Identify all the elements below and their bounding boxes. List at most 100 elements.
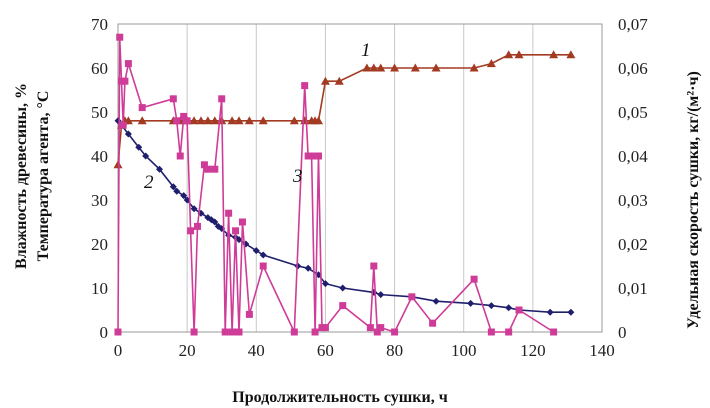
y-right-tick-label: 0,05 bbox=[618, 103, 648, 122]
series-1-point bbox=[189, 116, 199, 125]
x-tick-label: 80 bbox=[386, 341, 403, 360]
y-right-axis-title: Удельная скорость сушки, кг/(м²·ч) bbox=[685, 71, 702, 329]
series-2-point bbox=[142, 152, 150, 160]
series-3-point bbox=[235, 328, 243, 336]
series-1-point bbox=[314, 116, 324, 125]
series-3-point bbox=[200, 161, 208, 169]
series-3-point bbox=[259, 262, 267, 270]
series-3-point bbox=[391, 328, 399, 336]
series-3-point bbox=[290, 328, 298, 336]
series-3-point bbox=[121, 77, 129, 85]
series-2-point bbox=[467, 299, 475, 307]
series-1-point bbox=[289, 116, 299, 125]
series-1-point bbox=[137, 116, 147, 125]
series-1-point bbox=[566, 50, 576, 59]
y-right-tick-label: 0,01 bbox=[618, 279, 648, 298]
series-2-point bbox=[339, 284, 347, 292]
series-1-point bbox=[113, 160, 123, 169]
series-3-point bbox=[366, 324, 374, 332]
series-3-point bbox=[180, 112, 188, 120]
series-3-point bbox=[190, 328, 198, 336]
series-2-point bbox=[211, 218, 219, 226]
series-1-point bbox=[362, 63, 372, 72]
series-3-point bbox=[505, 328, 513, 336]
series-3-point bbox=[173, 117, 181, 125]
series-3-point bbox=[550, 328, 558, 336]
series-2-point bbox=[505, 304, 513, 312]
series-3-point bbox=[114, 328, 122, 336]
series-1-point bbox=[234, 116, 244, 125]
axes bbox=[117, 23, 603, 333]
y-left-tick-label: 60 bbox=[91, 59, 108, 78]
y-left-tick-label: 70 bbox=[91, 15, 108, 34]
series-3-point bbox=[339, 302, 347, 310]
series-3-point bbox=[228, 328, 236, 336]
x-axis-title: Продолжительность сушки, ч bbox=[232, 389, 447, 406]
series-2-point bbox=[252, 247, 260, 255]
series-1-point bbox=[549, 50, 559, 59]
series-1-point bbox=[410, 63, 420, 72]
series-3-point bbox=[138, 104, 146, 112]
series-2-point bbox=[235, 236, 243, 244]
series-3-point bbox=[308, 152, 316, 160]
series-3-point bbox=[225, 209, 233, 217]
y-left-tick-label: 50 bbox=[91, 103, 108, 122]
y-right-tick-label: 0,03 bbox=[618, 191, 648, 210]
series-1-point bbox=[469, 63, 479, 72]
series-1-point bbox=[320, 76, 330, 85]
series-2-point bbox=[487, 302, 495, 310]
series-1-point bbox=[376, 63, 386, 72]
series-3-point bbox=[176, 152, 184, 160]
plot-frame bbox=[117, 23, 603, 333]
series-2-point bbox=[155, 165, 163, 173]
series-3-point bbox=[245, 310, 253, 318]
series-1-point bbox=[504, 50, 514, 59]
series-3-point bbox=[204, 165, 212, 173]
series-3-point bbox=[301, 82, 309, 90]
series-2-point bbox=[377, 291, 385, 299]
x-tick-label: 60 bbox=[317, 341, 334, 360]
y-right-tick-label: 0,06 bbox=[618, 59, 648, 78]
y-left-axis-title-2: Температура агента, °С bbox=[35, 91, 52, 262]
series-2-point bbox=[259, 251, 267, 259]
series-3-point bbox=[232, 227, 240, 235]
series-1-line bbox=[117, 53, 571, 165]
series-2-point bbox=[546, 308, 554, 316]
series-3-point bbox=[116, 33, 124, 41]
series-2-point bbox=[124, 130, 132, 138]
series-3-point bbox=[515, 306, 523, 314]
x-tick-label: 100 bbox=[451, 341, 477, 360]
series-3-point bbox=[408, 293, 416, 301]
series-2-point bbox=[173, 187, 181, 195]
series-2-point bbox=[370, 288, 378, 296]
series-1-point bbox=[390, 63, 400, 72]
x-tick-label: 0 bbox=[114, 341, 123, 360]
series-1-point bbox=[203, 116, 213, 125]
series-1-point bbox=[486, 59, 496, 68]
series-2-point bbox=[169, 183, 177, 191]
series-3-point bbox=[311, 328, 319, 336]
series-3-point bbox=[211, 165, 219, 173]
series-3-point bbox=[194, 222, 202, 230]
series-2-point bbox=[304, 264, 312, 272]
series-1-point bbox=[196, 116, 206, 125]
series-3-point bbox=[221, 328, 229, 336]
series-3-point bbox=[187, 227, 195, 235]
series-1-point bbox=[514, 50, 524, 59]
series-3-point bbox=[377, 324, 385, 332]
tick-labels: 0 20 40 60 80 100 120 14001020304050607000,010,… bbox=[91, 15, 648, 360]
x-tick-label: 140 bbox=[589, 341, 615, 360]
curve-label-3: 3 bbox=[292, 166, 303, 187]
series-3-point bbox=[119, 121, 127, 129]
series-2-point bbox=[567, 308, 575, 316]
series-3-point bbox=[487, 328, 495, 336]
y-left-axis-title-1: Влажность древесины, % bbox=[13, 83, 30, 269]
series-3-point bbox=[370, 262, 378, 270]
series-2-line bbox=[117, 120, 571, 314]
x-tick-label: 40 bbox=[248, 341, 265, 360]
series-3-point bbox=[321, 324, 329, 332]
series-1-point bbox=[334, 76, 344, 85]
series-3-point bbox=[238, 218, 246, 226]
series-2-point bbox=[180, 192, 188, 200]
